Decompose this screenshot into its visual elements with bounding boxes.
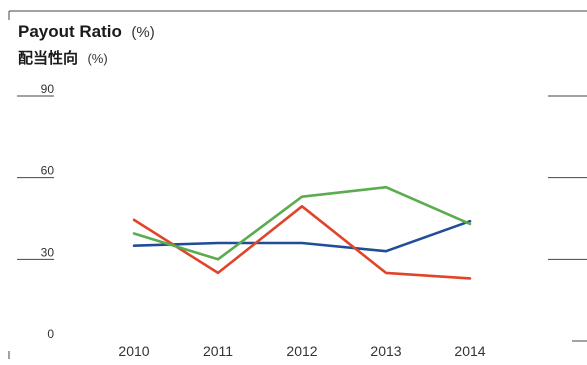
y-tick-label: 0 [47,327,54,341]
x-tick-labels: 2010 2011 2012 2013 2014 [118,343,485,359]
x-tick-label: 2014 [454,343,485,359]
chart-title-unit: (%) [131,24,154,41]
chart-title: Payout Ratio (%) [18,22,155,41]
chart-subtitle-unit: (%) [87,51,107,66]
y-tick-labels: 0 30 60 90 [41,82,55,341]
chart-subtitle-text: 配当性向 [18,49,78,67]
y-tick-label: 60 [41,164,55,178]
series-layer [132,185,472,280]
series-line-1 [132,219,472,253]
series-line-3 [132,185,472,261]
x-tick-label: 2011 [203,343,233,359]
chart-title-text: Payout Ratio [18,22,122,41]
x-tick-label: 2013 [370,343,401,359]
grid-layer [17,95,587,342]
y-tick-label: 30 [41,245,55,259]
x-tick-label: 2010 [118,343,149,359]
series-line-2 [132,205,472,280]
y-tick-label: 90 [41,82,55,96]
x-tick-label: 2012 [286,343,317,359]
chart-subtitle: 配当性向 (%) [18,49,108,67]
